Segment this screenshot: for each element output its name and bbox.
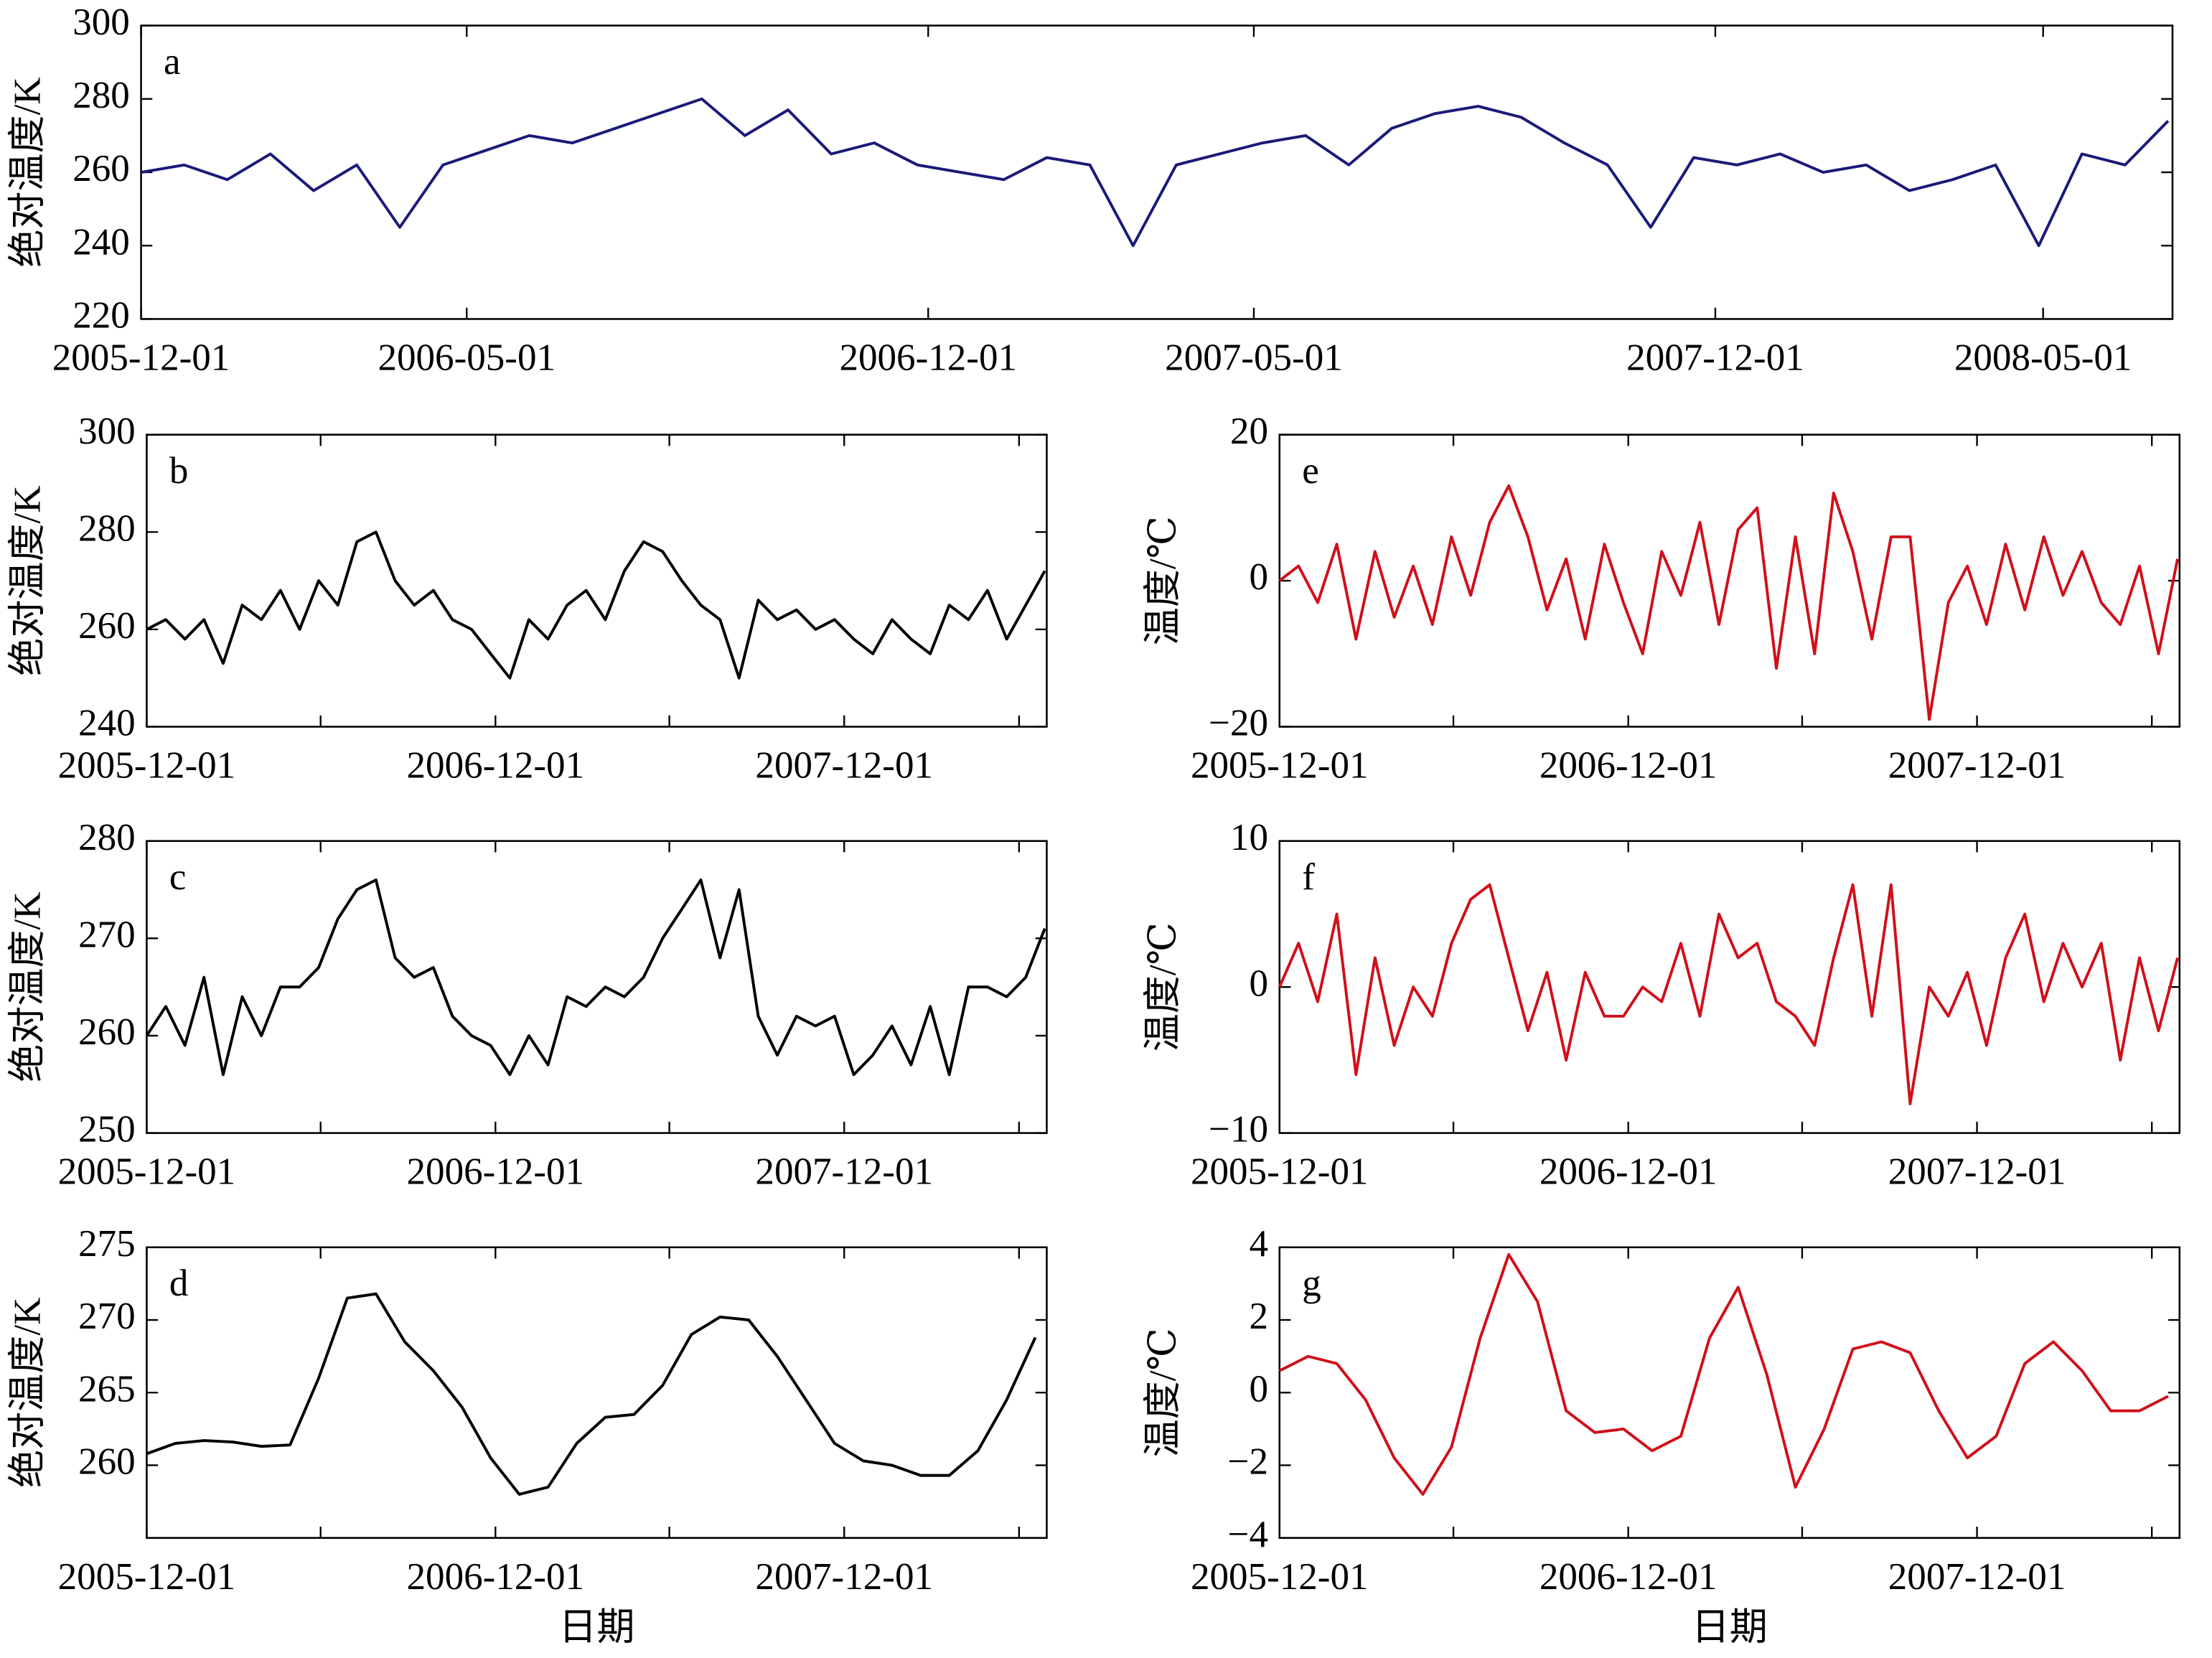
- y-tick-label: 300: [72, 1, 130, 43]
- x-tick-label: 2006-05-01: [378, 337, 556, 379]
- panel-label: b: [169, 450, 189, 492]
- y-tick-label: 280: [78, 507, 136, 549]
- x-tick-label: 2007-12-01: [755, 1556, 933, 1598]
- plot-frame: [1278, 434, 2181, 728]
- x-tick-label: 2007-05-01: [1165, 337, 1343, 379]
- x-tick-label: 2005-12-01: [58, 1151, 236, 1193]
- y-axis-label: 温度/℃: [1143, 516, 1184, 645]
- y-axis-label: 绝对温度/K: [6, 485, 48, 675]
- panel-label: g: [1302, 1263, 1321, 1304]
- y-tick-label: 0: [1250, 963, 1269, 1004]
- y-tick-label: 240: [78, 703, 136, 744]
- y-tick-label: 260: [78, 605, 136, 647]
- x-tick-label: 2006-12-01: [407, 1151, 585, 1193]
- x-tick-label: 2005-12-01: [58, 1556, 236, 1598]
- y-axis-label: 绝对温度/K: [6, 891, 48, 1082]
- plot-frame: [140, 24, 2174, 320]
- y-axis-label: 温度/℃: [1143, 922, 1184, 1052]
- y-tick-label: 280: [72, 75, 130, 116]
- y-axis-label: 绝对温度/K: [6, 77, 48, 267]
- x-tick-label: 2005-12-01: [52, 337, 230, 379]
- data-line: [1278, 883, 2179, 1105]
- data-line: [146, 530, 1046, 680]
- y-tick-label: 20: [1230, 411, 1268, 452]
- data-line: [141, 97, 2170, 248]
- x-tick-label: 2008-05-01: [1954, 337, 2132, 379]
- plot-frame: [146, 1246, 1048, 1539]
- y-tick-label: 270: [78, 914, 136, 956]
- data-line: [1278, 484, 2179, 721]
- x-tick-label: 2006-12-01: [1540, 1556, 1717, 1598]
- x-tick-label: 2007-12-01: [1888, 1556, 2066, 1598]
- y-tick-label: 260: [72, 148, 130, 189]
- x-tick-label: 2005-12-01: [58, 745, 236, 787]
- plot-frame: [146, 840, 1048, 1134]
- panel-label: f: [1302, 856, 1315, 898]
- y-tick-label: 275: [78, 1223, 136, 1265]
- y-tick-label: 270: [78, 1296, 136, 1337]
- x-tick-label: 2006-12-01: [407, 1556, 585, 1598]
- y-tick-label: 280: [78, 817, 136, 858]
- y-tick-label: 4: [1250, 1223, 1269, 1265]
- y-tick-label: −4: [1228, 1514, 1268, 1555]
- y-tick-label: 2: [1250, 1296, 1269, 1337]
- y-tick-label: 0: [1250, 1368, 1269, 1410]
- x-tick-label: 2005-12-01: [1191, 1556, 1369, 1598]
- x-tick-label: 2006-12-01: [839, 337, 1017, 379]
- data-line: [1278, 1252, 2169, 1496]
- panel-label: c: [169, 856, 187, 898]
- y-tick-label: 240: [72, 221, 130, 263]
- x-tick-label: 2006-12-01: [1540, 745, 1717, 787]
- y-tick-label: 220: [72, 295, 130, 337]
- x-tick-label: 2005-12-01: [1191, 745, 1369, 787]
- x-tick-label: 2006-12-01: [407, 745, 585, 787]
- x-tick-label: 2006-12-01: [1540, 1151, 1717, 1193]
- x-tick-label: 2007-12-01: [755, 745, 933, 787]
- data-line: [145, 878, 1046, 1077]
- y-tick-label: 10: [1230, 817, 1268, 858]
- x-tick-label: 2005-12-01: [1191, 1151, 1369, 1193]
- y-tick-label: −2: [1228, 1441, 1268, 1483]
- panel-label: d: [169, 1263, 189, 1304]
- panel-label: a: [164, 41, 181, 83]
- x-tick-label: 2007-12-01: [755, 1151, 933, 1193]
- y-tick-label: −20: [1209, 703, 1268, 744]
- x-tick-label: 2007-12-01: [1626, 337, 1804, 379]
- y-axis-label: 温度/℃: [1143, 1328, 1184, 1457]
- x-tick-label: 2007-12-01: [1888, 1151, 2066, 1193]
- y-tick-label: −10: [1209, 1109, 1268, 1151]
- y-tick-label: 265: [78, 1368, 136, 1410]
- y-tick-label: 260: [78, 1441, 136, 1483]
- plot-frame: [1278, 1246, 2181, 1539]
- x-tick-label: 2007-12-01: [1888, 745, 2066, 787]
- y-tick-label: 250: [78, 1109, 136, 1151]
- y-tick-label: 260: [78, 1011, 136, 1053]
- y-tick-label: 300: [78, 411, 136, 452]
- panel-label: e: [1302, 450, 1319, 492]
- y-tick-label: 0: [1250, 556, 1269, 598]
- x-axis-label: 日期: [1692, 1607, 1768, 1649]
- data-line: [146, 1292, 1037, 1496]
- x-axis-label: 日期: [558, 1607, 634, 1649]
- y-axis-label: 绝对温度/K: [6, 1298, 48, 1488]
- plot-frame: [146, 434, 1048, 728]
